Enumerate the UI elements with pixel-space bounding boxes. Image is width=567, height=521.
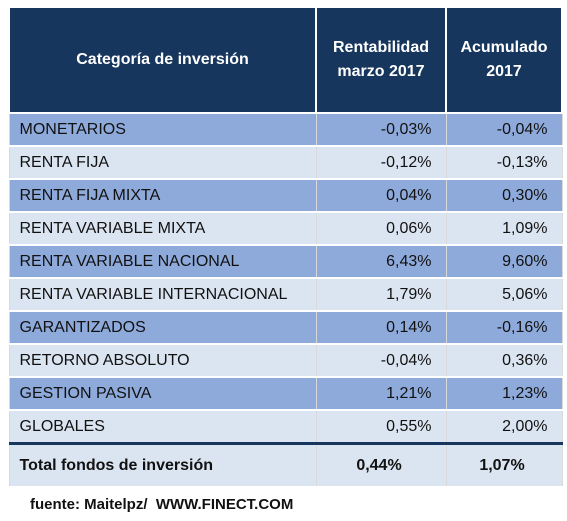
header-return-march: Rentabilidad marzo 2017 — [315, 6, 447, 114]
table-row: RENTA VARIABLE NACIONAL 6,43% 9,60% — [8, 245, 563, 279]
return-march-cell: 0,55% — [315, 410, 447, 445]
accumulated-cell: 2,00% — [445, 410, 563, 445]
table-header-row: Categoría de inversión Rentabilidad marzo… — [8, 6, 563, 114]
total-return-cell: 0,44% — [315, 442, 447, 488]
category-cell: GLOBALES — [8, 410, 317, 445]
category-cell: RENTA FIJA — [8, 146, 317, 180]
table-row: GLOBALES 0,55% 2,00% — [8, 410, 563, 445]
investment-returns-table: Categoría de inversión Rentabilidad marzo… — [8, 6, 563, 488]
category-cell: RENTA VARIABLE NACIONAL — [8, 245, 317, 279]
total-label-cell: Total fondos de inversión — [8, 442, 317, 488]
accumulated-cell: 9,60% — [445, 245, 563, 279]
accumulated-cell: 1,09% — [445, 212, 563, 246]
accumulated-cell: -0,04% — [445, 113, 563, 147]
table-row: GARANTIZADOS 0,14% -0,16% — [8, 311, 563, 345]
accumulated-cell: -0,16% — [445, 311, 563, 345]
return-march-cell: 0,06% — [315, 212, 447, 246]
category-cell: MONETARIOS — [8, 113, 317, 147]
return-march-cell: 0,14% — [315, 311, 447, 345]
table-row: RENTA VARIABLE INTERNACIONAL 1,79% 5,06% — [8, 278, 563, 312]
category-cell: GESTION PASIVA — [8, 377, 317, 411]
table-row: MONETARIOS -0,03% -0,04% — [8, 113, 563, 147]
table-row: RENTA FIJA -0,12% -0,13% — [8, 146, 563, 180]
table-row: RENTA FIJA MIXTA 0,04% 0,30% — [8, 179, 563, 213]
investment-table-container: Categoría de inversión Rentabilidad marzo… — [8, 6, 563, 488]
return-march-cell: 0,04% — [315, 179, 447, 213]
category-cell: GARANTIZADOS — [8, 311, 317, 345]
category-cell: RENTA VARIABLE INTERNACIONAL — [8, 278, 317, 312]
return-march-cell: 1,79% — [315, 278, 447, 312]
return-march-cell: -0,12% — [315, 146, 447, 180]
accumulated-cell: 1,23% — [445, 377, 563, 411]
category-cell: RENTA FIJA MIXTA — [8, 179, 317, 213]
accumulated-cell: 0,36% — [445, 344, 563, 378]
header-accumulated: Acumulado 2017 — [445, 6, 563, 114]
return-march-cell: -0,03% — [315, 113, 447, 147]
accumulated-cell: -0,13% — [445, 146, 563, 180]
return-march-cell: 6,43% — [315, 245, 447, 279]
source-footer: fuente: Maitelpz/ WWW.FINECT.COM — [30, 496, 294, 513]
category-cell: RETORNO ABSOLUTO — [8, 344, 317, 378]
return-march-cell: -0,04% — [315, 344, 447, 378]
return-march-cell: 1,21% — [315, 377, 447, 411]
table-row: RENTA VARIABLE MIXTA 0,06% 1,09% — [8, 212, 563, 246]
header-category: Categoría de inversión — [8, 6, 317, 114]
table-row: GESTION PASIVA 1,21% 1,23% — [8, 377, 563, 411]
accumulated-cell: 5,06% — [445, 278, 563, 312]
table-row: RETORNO ABSOLUTO -0,04% 0,36% — [8, 344, 563, 378]
total-row: Total fondos de inversión 0,44% 1,07% — [8, 442, 563, 488]
category-cell: RENTA VARIABLE MIXTA — [8, 212, 317, 246]
total-accumulated-cell: 1,07% — [445, 442, 563, 488]
accumulated-cell: 0,30% — [445, 179, 563, 213]
